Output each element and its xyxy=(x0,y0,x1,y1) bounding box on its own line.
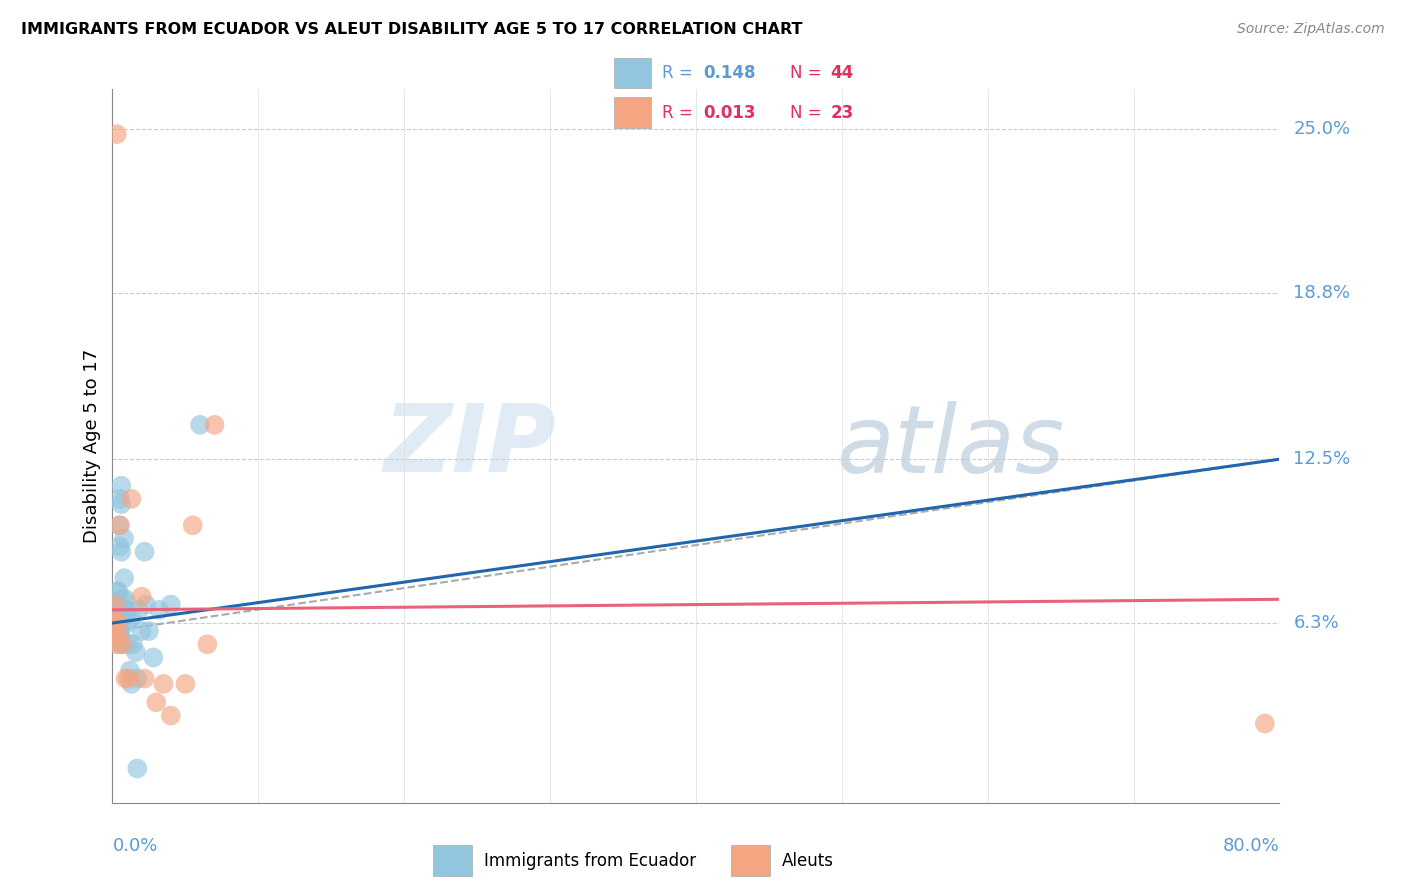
Point xyxy=(111,637,134,651)
Text: Source: ZipAtlas.com: Source: ZipAtlas.com xyxy=(1237,22,1385,37)
Point xyxy=(104,629,127,643)
Point xyxy=(105,629,128,643)
Bar xyxy=(614,58,651,88)
Point xyxy=(107,616,129,631)
Point xyxy=(134,545,156,559)
Point xyxy=(108,518,131,533)
Text: Immigrants from Ecuador: Immigrants from Ecuador xyxy=(484,852,696,870)
Point xyxy=(104,603,127,617)
Point xyxy=(105,127,128,141)
Point xyxy=(112,571,135,585)
Text: R =: R = xyxy=(662,104,697,122)
Point xyxy=(107,598,129,612)
Point xyxy=(105,637,128,651)
Point xyxy=(117,672,139,686)
Point xyxy=(127,672,149,686)
Point xyxy=(181,518,204,533)
Point xyxy=(125,645,148,659)
Point xyxy=(107,629,129,643)
Point xyxy=(107,603,129,617)
Point xyxy=(160,708,183,723)
Y-axis label: Disability Age 5 to 17: Disability Age 5 to 17 xyxy=(83,349,101,543)
Point xyxy=(114,592,136,607)
Point xyxy=(111,637,134,651)
Point xyxy=(127,761,149,775)
Point xyxy=(135,598,157,612)
Text: 25.0%: 25.0% xyxy=(1294,120,1351,138)
Point xyxy=(110,497,132,511)
Point xyxy=(152,677,174,691)
Point xyxy=(174,677,197,691)
Text: 12.5%: 12.5% xyxy=(1294,450,1351,468)
Point xyxy=(112,532,135,546)
Point xyxy=(145,695,167,709)
Point xyxy=(160,598,183,612)
Text: Aleuts: Aleuts xyxy=(782,852,834,870)
Point xyxy=(108,518,131,533)
Point xyxy=(103,618,125,632)
Text: ZIP: ZIP xyxy=(382,400,555,492)
Text: 23: 23 xyxy=(831,104,853,122)
Point xyxy=(110,478,132,492)
Point xyxy=(105,584,128,599)
Point xyxy=(105,595,128,609)
Point xyxy=(104,629,127,643)
Point xyxy=(108,540,131,554)
Point xyxy=(128,603,150,617)
Text: 0.013: 0.013 xyxy=(703,104,756,122)
Point xyxy=(108,491,131,506)
Point xyxy=(120,491,142,506)
Point xyxy=(114,672,136,686)
Point xyxy=(103,611,125,625)
Point xyxy=(108,624,131,638)
Bar xyxy=(614,97,651,128)
Point xyxy=(188,417,211,432)
Point xyxy=(138,624,160,638)
Point xyxy=(114,603,136,617)
Text: 0.0%: 0.0% xyxy=(112,837,157,855)
Text: IMMIGRANTS FROM ECUADOR VS ALEUT DISABILITY AGE 5 TO 17 CORRELATION CHART: IMMIGRANTS FROM ECUADOR VS ALEUT DISABIL… xyxy=(21,22,803,37)
Text: 6.3%: 6.3% xyxy=(1294,614,1339,632)
Point xyxy=(1254,716,1277,731)
Text: 0.148: 0.148 xyxy=(703,64,756,82)
Point xyxy=(122,637,145,651)
Point xyxy=(115,616,138,631)
Bar xyxy=(433,846,472,876)
Text: N =: N = xyxy=(790,64,827,82)
Point xyxy=(120,611,142,625)
Point xyxy=(142,650,165,665)
Point xyxy=(148,603,170,617)
Point xyxy=(117,637,139,651)
Bar xyxy=(731,846,770,876)
Text: 80.0%: 80.0% xyxy=(1223,837,1279,855)
Point xyxy=(131,624,153,638)
Point xyxy=(204,417,226,432)
Point xyxy=(120,677,142,691)
Point xyxy=(103,618,125,632)
Text: N =: N = xyxy=(790,104,827,122)
Text: 44: 44 xyxy=(831,64,853,82)
Text: R =: R = xyxy=(662,64,697,82)
Text: 18.8%: 18.8% xyxy=(1294,284,1351,301)
Point xyxy=(111,592,134,607)
Point xyxy=(104,598,127,612)
Point xyxy=(134,672,156,686)
Point xyxy=(107,584,129,599)
Text: atlas: atlas xyxy=(837,401,1064,491)
Point xyxy=(111,611,134,625)
Point xyxy=(110,545,132,559)
Point xyxy=(115,603,138,617)
Point xyxy=(195,637,218,651)
Point xyxy=(118,664,141,678)
Point xyxy=(107,637,129,651)
Point xyxy=(110,629,132,643)
Point xyxy=(131,590,153,604)
